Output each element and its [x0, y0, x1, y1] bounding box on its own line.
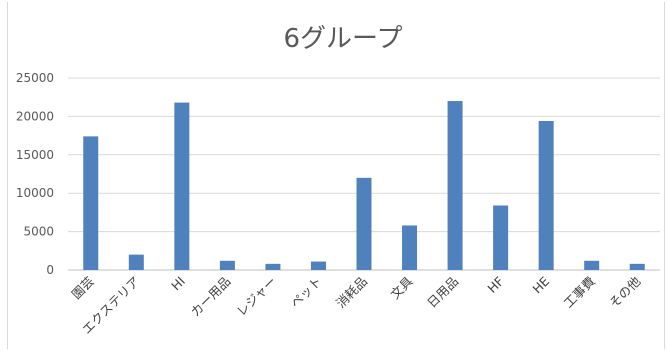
y-tick-label: 25000 — [16, 71, 54, 85]
chart-title: 6グループ — [284, 24, 403, 54]
y-tick-label: 20000 — [16, 109, 54, 123]
bar — [584, 260, 600, 270]
x-category-label: その他 — [606, 273, 643, 310]
x-category-label: 園芸 — [69, 274, 97, 302]
x-category-label: HE — [529, 273, 552, 296]
x-category-label: レジャー — [234, 274, 280, 320]
bar — [219, 260, 235, 270]
x-category-label: カー用品 — [188, 274, 234, 320]
x-category-label: 文具 — [387, 273, 416, 302]
bar — [83, 136, 99, 270]
bar — [538, 121, 554, 271]
bar — [402, 225, 418, 270]
y-tick-label: 5000 — [23, 225, 54, 239]
bar — [493, 205, 509, 270]
x-category-label: 消耗品 — [333, 274, 370, 311]
x-category-label: ペット — [287, 274, 324, 311]
y-axis-tick-labels: 0 5000 10000 15000 20000 25000 — [16, 71, 54, 277]
y-tick-label: 15000 — [16, 148, 54, 162]
bar — [629, 263, 645, 270]
bar — [356, 177, 372, 270]
chart-frame — [7, 2, 665, 349]
bar — [310, 261, 326, 270]
x-category-label: HF — [484, 274, 506, 296]
bar — [174, 102, 190, 271]
x-category-label: HI — [168, 274, 188, 294]
y-tick-label: 10000 — [16, 186, 54, 200]
bars — [83, 101, 645, 271]
y-tick-label: 0 — [46, 263, 54, 277]
bar — [265, 263, 281, 270]
bar — [128, 254, 144, 270]
bar — [447, 101, 463, 270]
x-category-label: 日用品 — [424, 274, 461, 311]
x-category-label: 工事費 — [561, 274, 598, 311]
